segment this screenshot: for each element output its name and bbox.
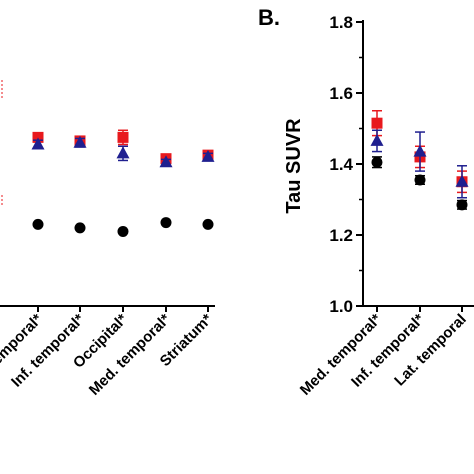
data-point-triangle [370, 133, 384, 146]
data-point-circle [160, 217, 172, 229]
data-point-triangle [201, 149, 215, 162]
data-point-circle [456, 199, 468, 211]
data-point-circle [414, 174, 426, 186]
data-point-triangle [73, 135, 87, 148]
data-point-circle [117, 225, 129, 237]
y-tick-label: 1.8 [329, 13, 353, 32]
data-point-triangle [455, 174, 469, 187]
panel-a: temporal*Inf. temporal*Occipital*Med. te… [0, 80, 216, 399]
data-point-triangle [31, 137, 45, 150]
data-point-circle [371, 156, 383, 168]
data-point-circle [74, 222, 86, 234]
data-point-triangle [159, 155, 173, 168]
y-tick-label: 1.6 [329, 84, 353, 103]
data-point-triangle [116, 146, 130, 159]
data-point-square [117, 131, 129, 143]
y-axis-label: Tau SUVR [283, 118, 305, 214]
y-tick-label: 1.0 [329, 297, 353, 316]
y-tick-label: 1.2 [329, 226, 353, 245]
data-point-square [32, 131, 44, 143]
data-point-circle [202, 218, 214, 230]
data-point-square [371, 117, 383, 129]
y-tick-label: 1.4 [329, 155, 353, 174]
x-tick-label: Inf. temporal* [8, 311, 88, 391]
panel-label: B. [258, 5, 280, 30]
data-point-triangle [413, 144, 427, 157]
data-point-circle [32, 218, 44, 230]
